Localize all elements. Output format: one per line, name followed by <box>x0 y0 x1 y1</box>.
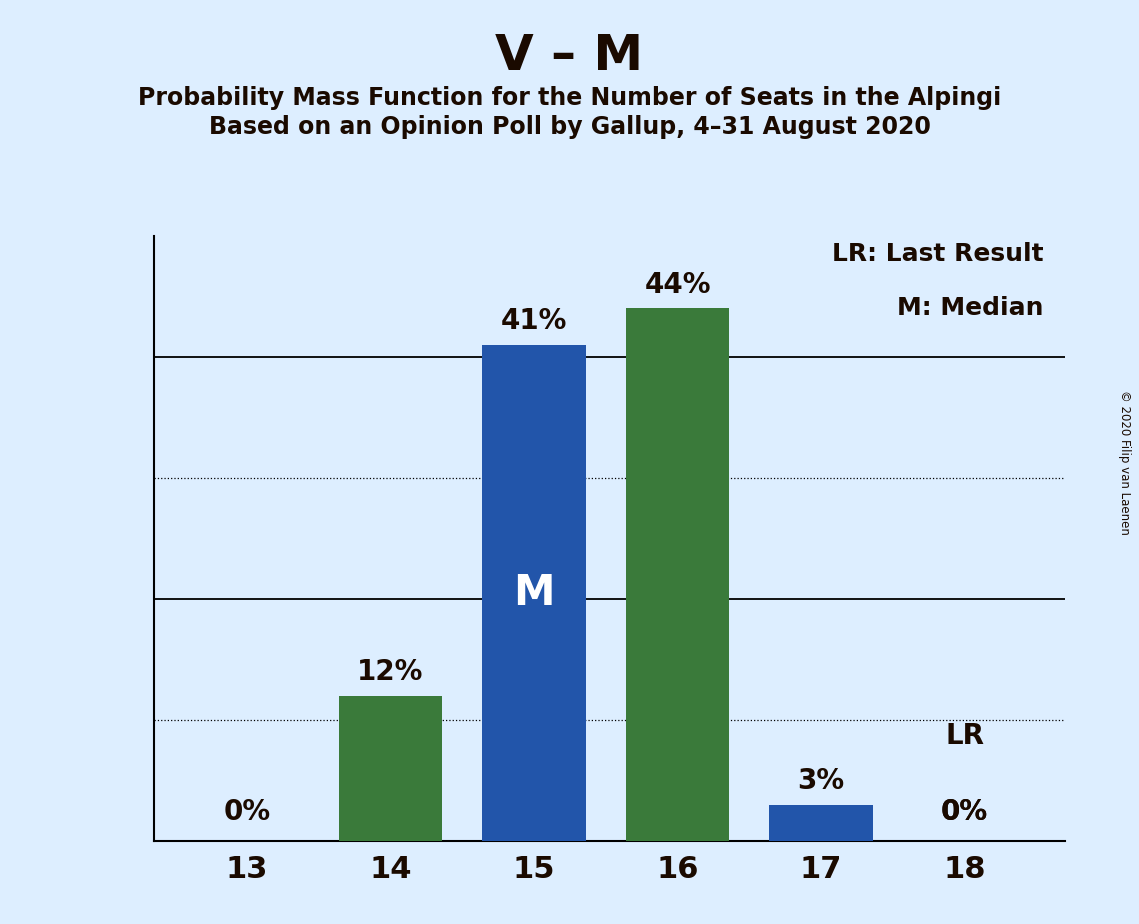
Text: 41%: 41% <box>501 307 567 334</box>
Text: M: Median: M: Median <box>896 296 1043 320</box>
Text: 44%: 44% <box>645 271 711 298</box>
Text: 12%: 12% <box>358 658 424 686</box>
Bar <box>769 805 872 841</box>
Text: Based on an Opinion Poll by Gallup, 4–31 August 2020: Based on an Opinion Poll by Gallup, 4–31… <box>208 115 931 139</box>
Text: M: M <box>514 572 555 614</box>
Text: Probability Mass Function for the Number of Seats in the Alpingi: Probability Mass Function for the Number… <box>138 86 1001 110</box>
Text: LR: LR <box>945 722 984 750</box>
Text: © 2020 Filip van Laenen: © 2020 Filip van Laenen <box>1118 390 1131 534</box>
Text: V – M: V – M <box>495 32 644 80</box>
Text: LR: Last Result: LR: Last Result <box>831 242 1043 266</box>
Text: 3%: 3% <box>797 767 845 795</box>
Text: 0%: 0% <box>941 798 988 826</box>
Text: 0%: 0% <box>941 798 988 826</box>
Text: 0%: 0% <box>223 798 271 826</box>
Bar <box>483 345 585 841</box>
Bar <box>339 696 442 841</box>
Bar <box>625 309 729 841</box>
